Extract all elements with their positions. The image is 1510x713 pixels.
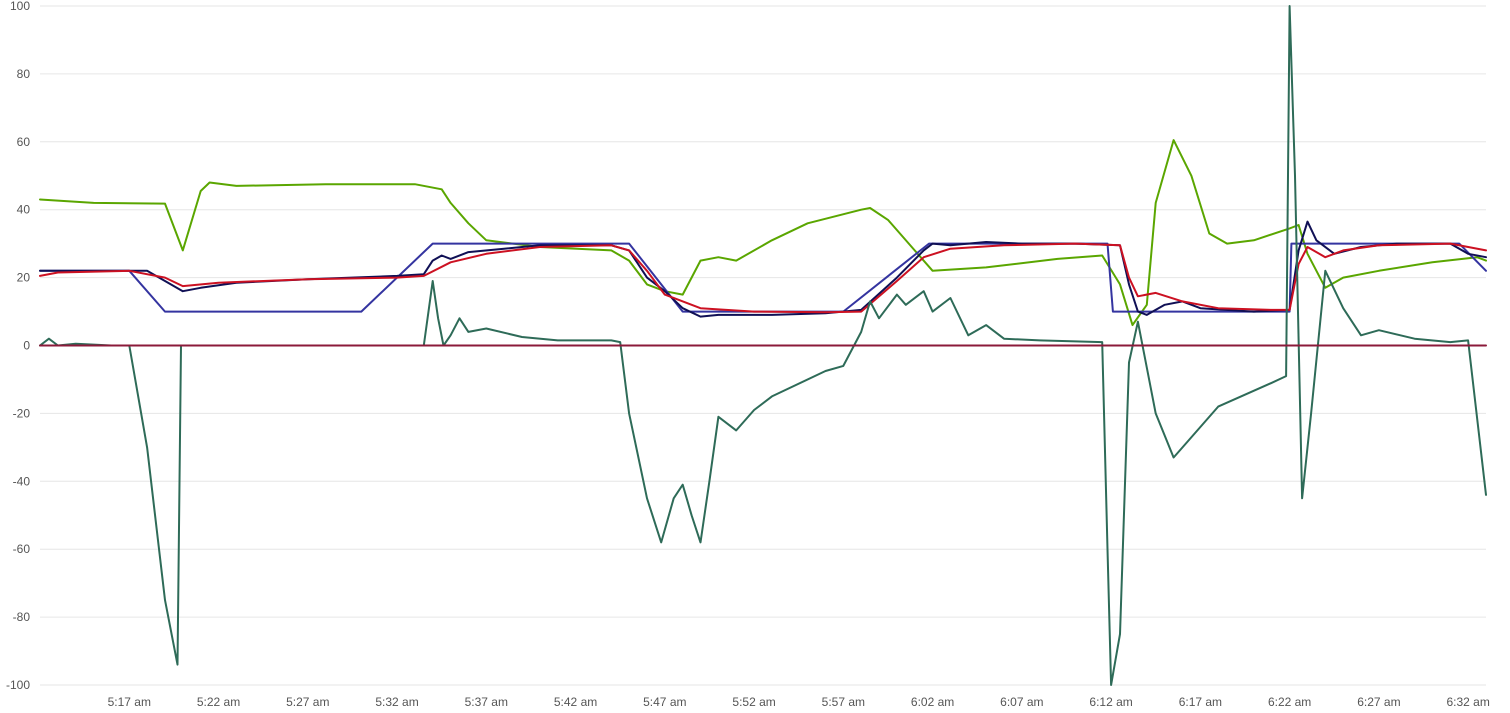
y-tick-label: -100 <box>6 678 30 692</box>
x-tick-label: 6:07 am <box>1000 695 1043 709</box>
x-tick-label: 5:37 am <box>465 695 508 709</box>
y-tick-label: -20 <box>13 406 31 420</box>
x-tick-label: 5:32 am <box>375 695 418 709</box>
y-tick-label: -40 <box>13 474 31 488</box>
y-tick-label: 60 <box>17 135 31 149</box>
series-line-4 <box>39 242 1487 314</box>
series-lines <box>39 5 1487 686</box>
x-tick-label: 6:32 am <box>1446 695 1489 709</box>
y-tick-label: 0 <box>23 339 30 353</box>
x-tick-label: 5:27 am <box>286 695 329 709</box>
x-tick-label: 6:27 am <box>1357 695 1400 709</box>
y-tick-label: -60 <box>13 542 31 556</box>
y-tick-label: 20 <box>17 271 31 285</box>
series-line-5 <box>39 5 1487 686</box>
x-tick-label: 6:02 am <box>911 695 954 709</box>
x-tick-label: 5:17 am <box>108 695 151 709</box>
x-tick-label: 5:22 am <box>197 695 240 709</box>
x-tick-label: 5:47 am <box>643 695 686 709</box>
y-tick-label: 40 <box>17 203 31 217</box>
y-tick-label: 80 <box>17 67 31 81</box>
y-tick-label: 100 <box>10 0 30 13</box>
y-tick-label: -80 <box>13 610 31 624</box>
x-tick-label: 6:17 am <box>1179 695 1222 709</box>
x-tick-label: 6:12 am <box>1089 695 1132 709</box>
x-tick-label: 5:42 am <box>554 695 597 709</box>
series-line-1 <box>39 139 1487 327</box>
x-tick-label: 5:57 am <box>822 695 865 709</box>
x-axis-tick-labels: 5:17 am 5:22 am 5:27 am 5:32 am 5:37 am 5:42 … <box>108 695 1490 709</box>
x-tick-label: 5:52 am <box>732 695 775 709</box>
y-axis-tick-labels: 100 80 60 40 20 0 -20 -40 -60 -80 -100 <box>6 0 30 692</box>
x-tick-label: 6:22 am <box>1268 695 1311 709</box>
